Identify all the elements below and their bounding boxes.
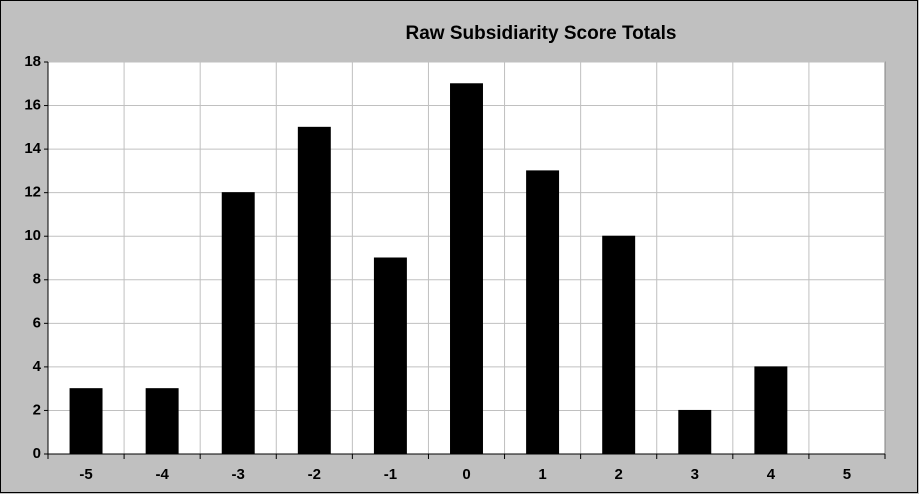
y-tick-label: 14 bbox=[24, 140, 41, 157]
y-tick-label: 10 bbox=[24, 227, 41, 244]
x-tick-label: -1 bbox=[384, 466, 397, 483]
x-tick-label: 5 bbox=[843, 466, 851, 483]
y-tick-label: 18 bbox=[24, 53, 41, 70]
x-tick-label: 1 bbox=[538, 466, 546, 483]
bar bbox=[602, 235, 636, 455]
bar bbox=[678, 409, 712, 455]
x-tick-label: -2 bbox=[308, 466, 321, 483]
bar bbox=[373, 257, 407, 455]
y-tick-label: 8 bbox=[33, 271, 41, 288]
bar bbox=[297, 126, 331, 455]
bar bbox=[754, 366, 788, 455]
y-tick-label: 12 bbox=[24, 184, 41, 201]
y-tick-label: 6 bbox=[33, 314, 41, 331]
bar bbox=[526, 170, 560, 455]
bar bbox=[221, 192, 255, 455]
x-tick-label: -5 bbox=[79, 466, 92, 483]
bar bbox=[145, 388, 179, 455]
x-tick-label: 4 bbox=[767, 466, 776, 483]
y-tick-label: 4 bbox=[33, 358, 42, 375]
y-tick-label: 0 bbox=[33, 445, 41, 462]
x-tick-label: 3 bbox=[691, 466, 699, 483]
bar bbox=[69, 388, 103, 455]
y-tick-label: 2 bbox=[33, 401, 41, 418]
chart-title: Raw Subsidiarity Score Totals bbox=[405, 23, 676, 44]
y-tick-label: 16 bbox=[24, 97, 41, 114]
bar bbox=[450, 83, 483, 455]
x-tick-label: 0 bbox=[462, 466, 470, 483]
x-tick-label: -3 bbox=[232, 466, 245, 483]
x-tick-label: 2 bbox=[615, 466, 623, 483]
x-tick-label: -4 bbox=[155, 466, 169, 483]
